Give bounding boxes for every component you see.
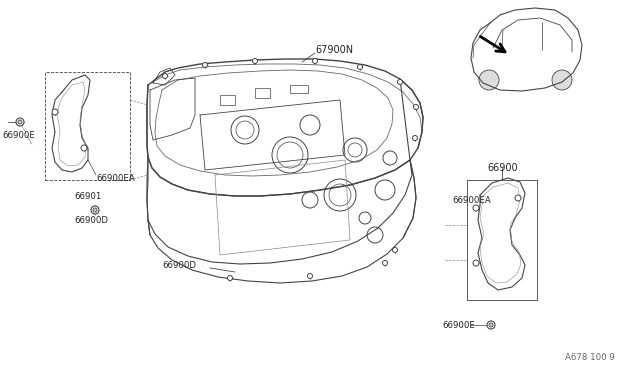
- Bar: [255, 88, 270, 98]
- Circle shape: [413, 135, 417, 141]
- Circle shape: [552, 70, 572, 90]
- Circle shape: [52, 109, 58, 115]
- Text: 66900EA: 66900EA: [96, 173, 135, 183]
- Text: 66901: 66901: [74, 192, 101, 201]
- Circle shape: [277, 142, 303, 168]
- Circle shape: [302, 192, 318, 208]
- Circle shape: [324, 179, 356, 211]
- Circle shape: [358, 64, 362, 70]
- Circle shape: [348, 143, 362, 157]
- Circle shape: [236, 121, 254, 139]
- Text: 66900D: 66900D: [74, 215, 108, 224]
- Circle shape: [473, 260, 479, 266]
- Circle shape: [479, 70, 499, 90]
- Circle shape: [343, 138, 367, 162]
- Circle shape: [18, 120, 22, 124]
- Text: 66900E: 66900E: [2, 131, 35, 140]
- Circle shape: [312, 58, 317, 64]
- Circle shape: [231, 116, 259, 144]
- Circle shape: [307, 273, 312, 279]
- Text: 66900EA: 66900EA: [452, 196, 491, 205]
- Circle shape: [473, 205, 479, 211]
- Circle shape: [383, 260, 387, 266]
- Circle shape: [329, 184, 351, 206]
- Text: A678 100 9: A678 100 9: [565, 353, 615, 362]
- Circle shape: [81, 145, 87, 151]
- Circle shape: [515, 195, 521, 201]
- Circle shape: [392, 247, 397, 253]
- Bar: [290, 85, 308, 93]
- Circle shape: [383, 151, 397, 165]
- Circle shape: [413, 105, 419, 109]
- Circle shape: [163, 74, 168, 78]
- Circle shape: [91, 206, 99, 214]
- Text: 67900N: 67900N: [315, 45, 353, 55]
- Circle shape: [253, 58, 257, 64]
- Circle shape: [397, 80, 403, 84]
- Text: 66900: 66900: [487, 163, 518, 173]
- Circle shape: [487, 321, 495, 329]
- Circle shape: [300, 115, 320, 135]
- Text: 66900E: 66900E: [442, 321, 475, 330]
- Circle shape: [16, 118, 24, 126]
- Circle shape: [489, 323, 493, 327]
- Circle shape: [272, 137, 308, 173]
- Circle shape: [367, 227, 383, 243]
- Text: 66900D: 66900D: [162, 262, 196, 270]
- Bar: [45, 72, 130, 180]
- Circle shape: [375, 180, 395, 200]
- Circle shape: [93, 208, 97, 212]
- Circle shape: [202, 62, 207, 67]
- Bar: [220, 95, 235, 105]
- Circle shape: [227, 276, 232, 280]
- Circle shape: [359, 212, 371, 224]
